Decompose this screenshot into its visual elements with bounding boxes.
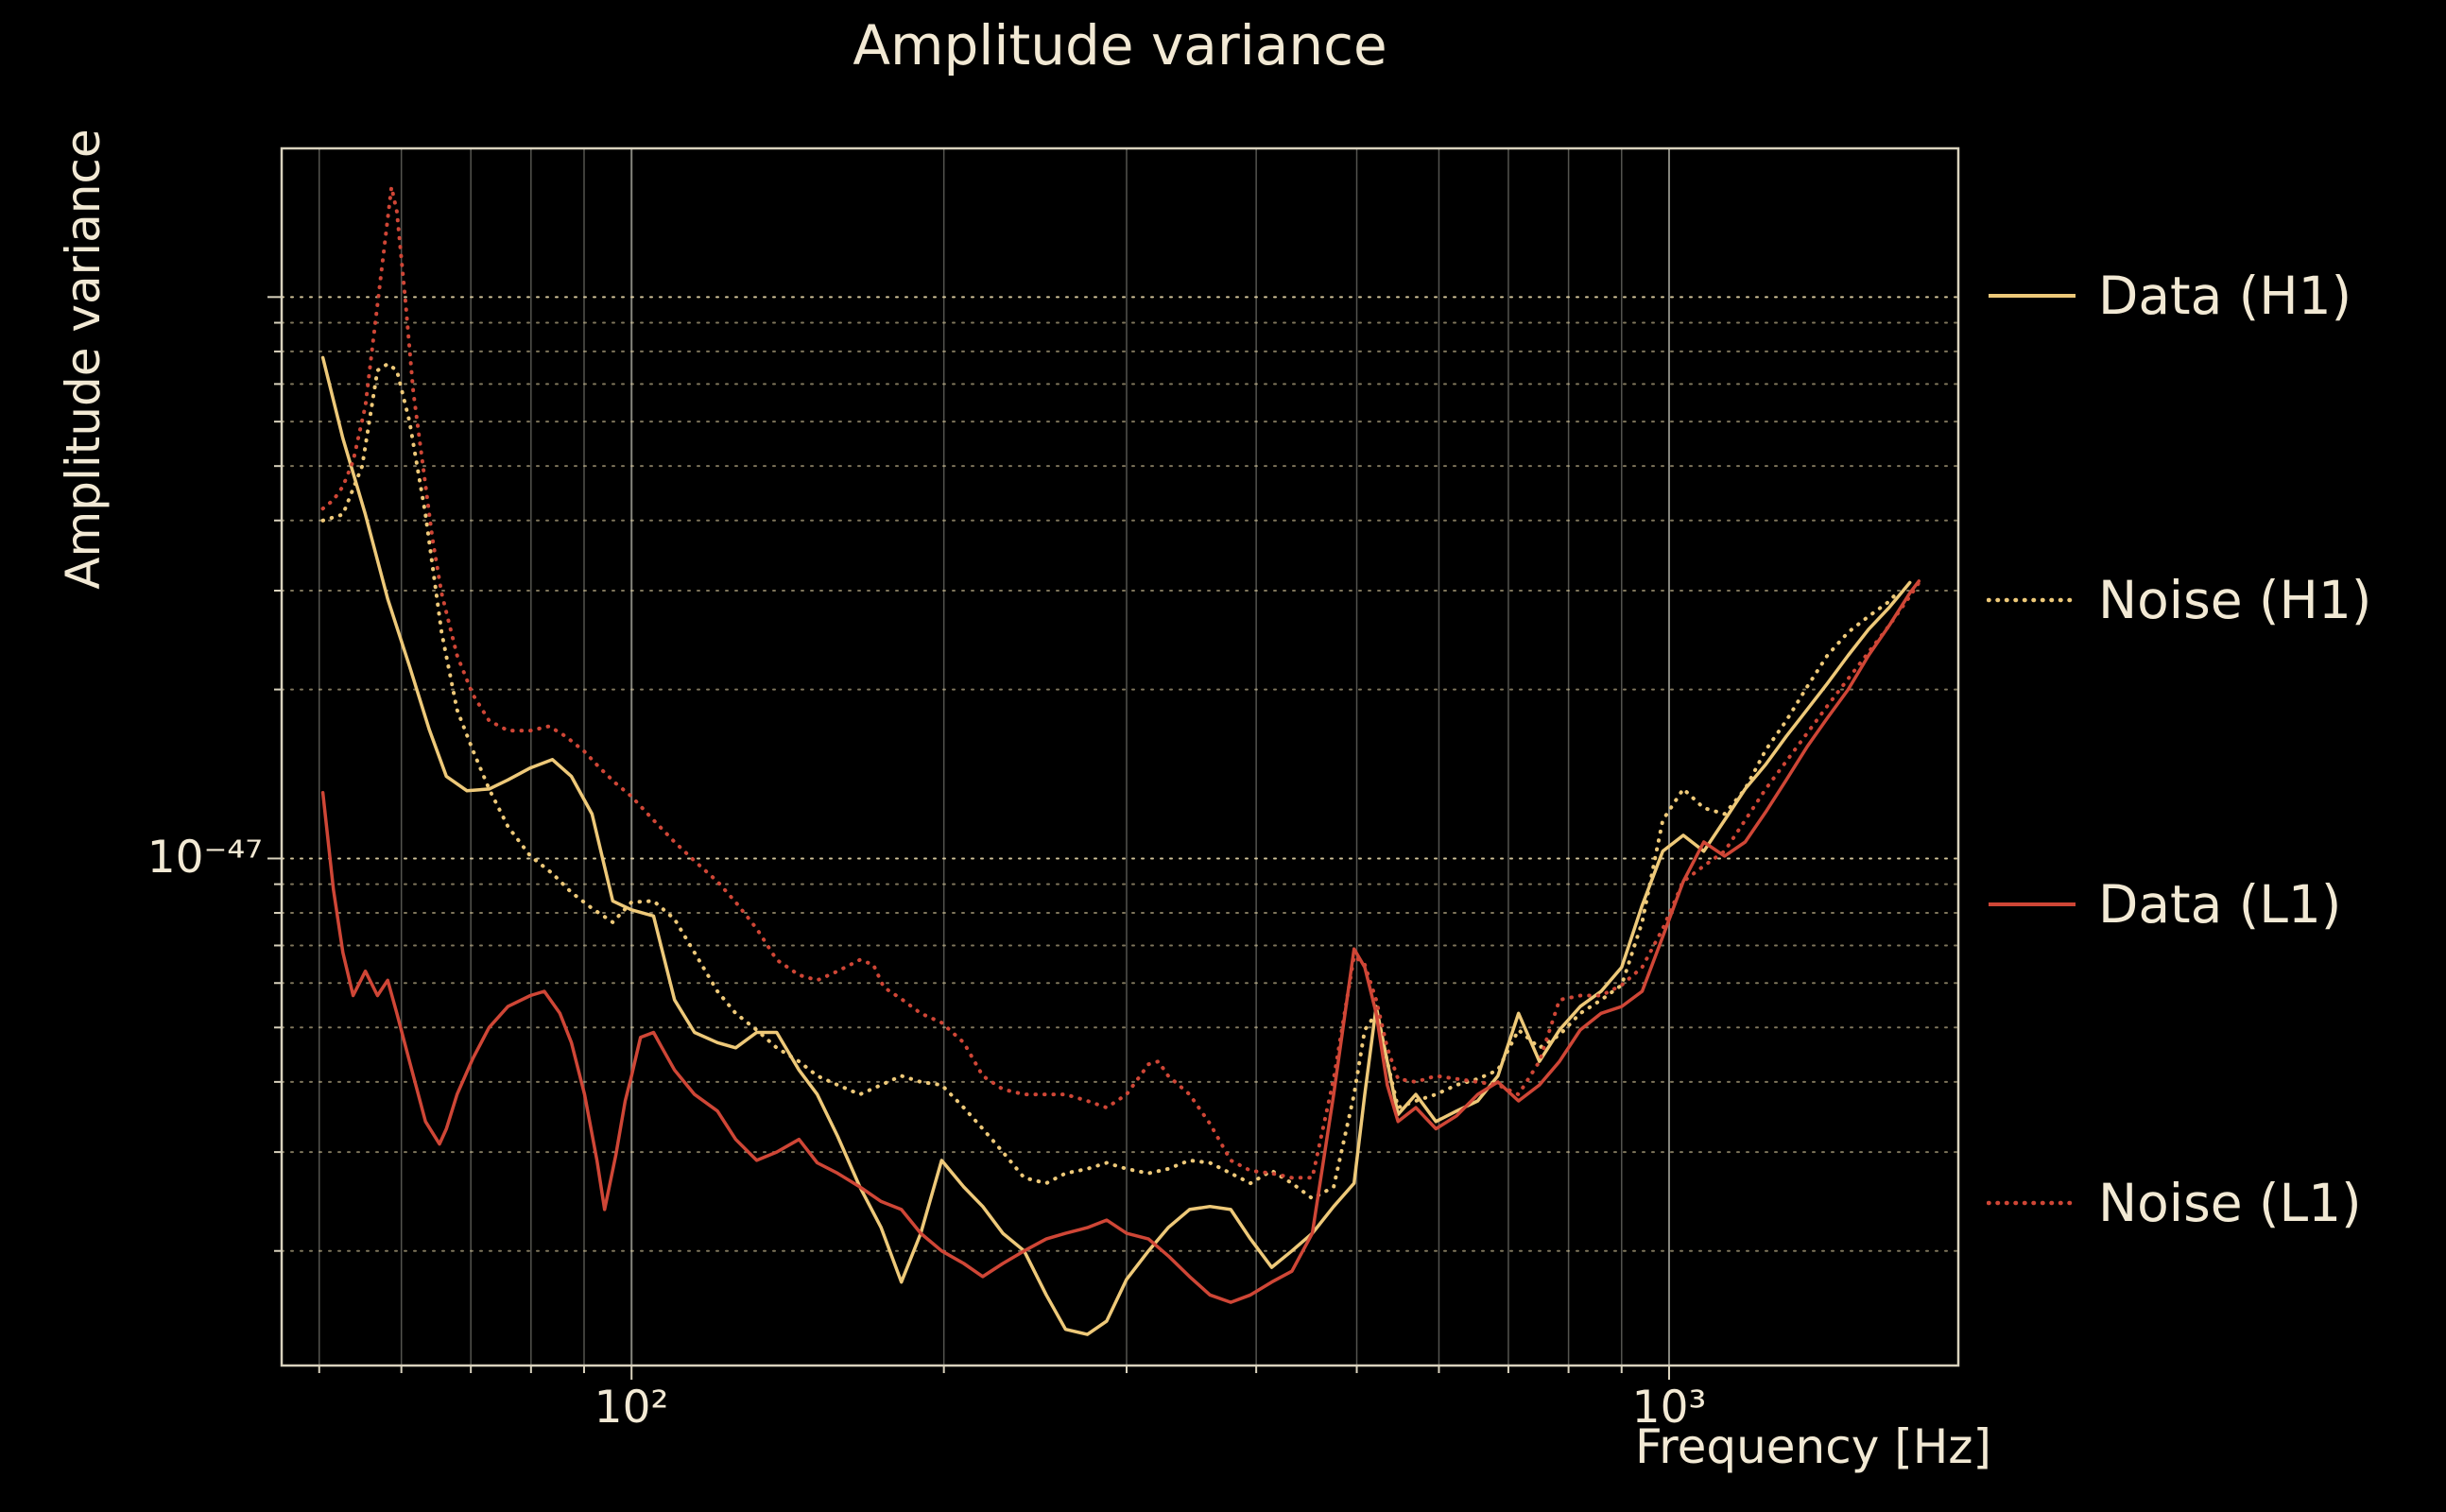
legend-line-sample-noise-l1 xyxy=(1987,1200,2077,1206)
legend-line-sample-data-l1 xyxy=(1989,902,2076,906)
x-tick-label-1000: 10³ xyxy=(1631,1382,1707,1434)
legend-line-sample-noise-h1 xyxy=(1987,597,2077,603)
legend-label-noise-l1: Noise (L1) xyxy=(2098,1173,2362,1233)
x-tick-label-100: 10² xyxy=(594,1382,669,1434)
legend-item-noise-l1: Noise (L1) xyxy=(1987,1173,2362,1233)
y-tick-label-1e-47: 10⁻⁴⁷ xyxy=(146,832,263,884)
legend-item-data-l1: Data (L1) xyxy=(1987,874,2341,935)
legend-item-noise-h1: Noise (H1) xyxy=(1987,570,2371,630)
legend-item-data-h1: Data (H1) xyxy=(1987,266,2351,326)
legend-label-data-l1: Data (L1) xyxy=(2098,874,2342,935)
legend-label-noise-h1: Noise (H1) xyxy=(2098,570,2372,630)
legend-line-sample-data-h1 xyxy=(1989,294,2076,298)
x-axis-label: Frequency [Hz] xyxy=(1635,1419,1992,1474)
chart-title: Amplitude variance xyxy=(853,13,1387,77)
legend-label-data-h1: Data (H1) xyxy=(2098,266,2352,326)
